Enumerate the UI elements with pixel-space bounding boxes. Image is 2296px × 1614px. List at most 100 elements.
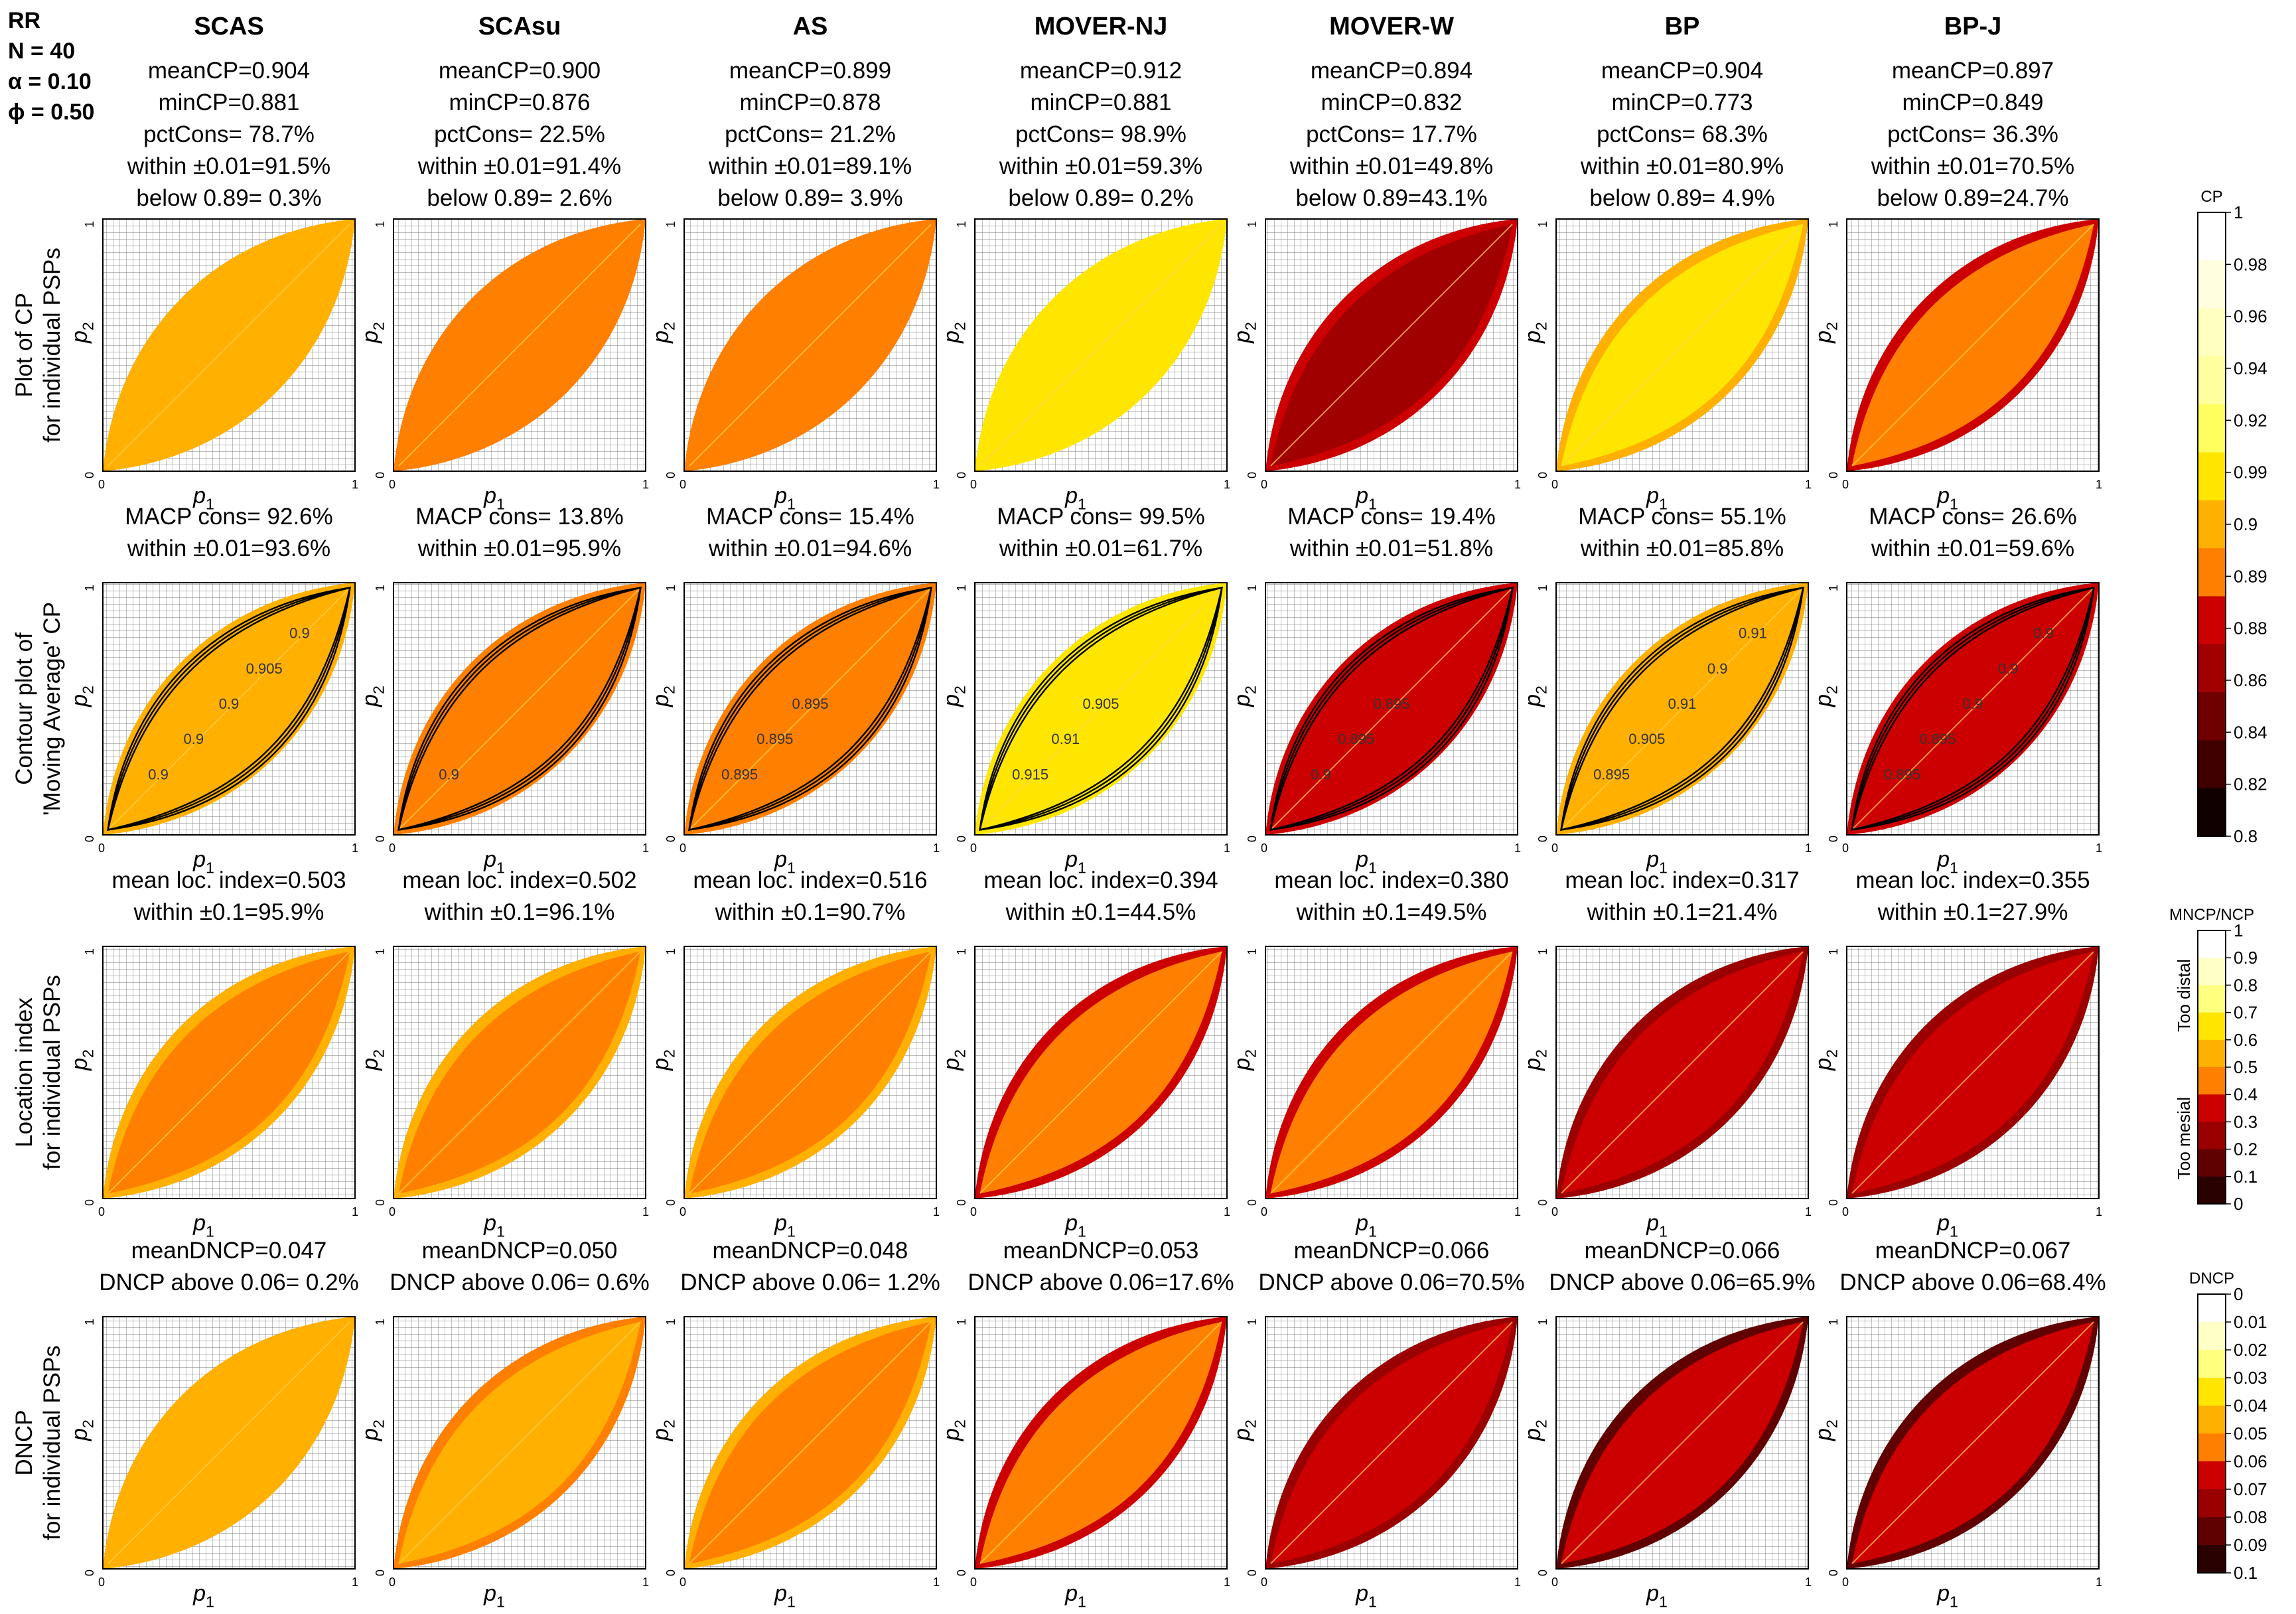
y-axis-label: p2 (1520, 1420, 1550, 1441)
panel-stat-line: pctCons= 17.7% (1306, 121, 1477, 147)
colorbar-tick-label: 0.89 (2234, 566, 2267, 586)
plot-frame (1555, 218, 1809, 472)
x-tick-label: 1 (1805, 478, 1812, 491)
contour-lines: 0.895 0.895 0.895 (688, 586, 933, 831)
colorbar-tick-label: 0.01 (2234, 1312, 2267, 1332)
panel-r2-as: 0.895 0.895 0.895 0 1 0 1 p1 p2 (648, 582, 940, 877)
diagonal-line (689, 951, 932, 1194)
colorbar-swatch (2198, 1294, 2226, 1323)
x-axis-label: p1 (1064, 1210, 1086, 1240)
contour-line (1851, 586, 2096, 831)
panel-stat-line: pctCons= 21.2% (725, 121, 896, 147)
plot-frame (393, 218, 646, 472)
panel-stat-line: meanCP=0.897 (1892, 58, 2054, 84)
panel-stat-line: below 0.89= 0.3% (136, 185, 321, 211)
diagonal-line (398, 587, 641, 830)
x-tick-label: 0 (389, 842, 395, 855)
x-axis-label: p1 (1936, 483, 1958, 513)
contour-lines: 0.895 0.905 0.91 0.9 0.91 (1560, 586, 1805, 831)
plot-frame (974, 582, 1228, 836)
x-tick-label: 1 (1805, 842, 1812, 855)
x-tick-label: 0 (680, 1205, 686, 1218)
x-tick-label: 1 (1514, 1576, 1521, 1589)
panel-stat-line: within ±0.01=85.8% (1580, 536, 1784, 561)
panel-stat-line: mean loc. index=0.380 (1274, 867, 1508, 893)
colorbar-tick-label: 1 (2234, 202, 2243, 222)
contour-label: 0.9 (1963, 696, 1983, 712)
colorbar-tick-label: 0.09 (2234, 1535, 2267, 1555)
colorbar-swatch (2198, 1067, 2226, 1095)
panel-stat-line: pctCons= 68.3% (1597, 121, 1768, 147)
x-tick-label: 1 (352, 1576, 358, 1589)
y-tick-label: 1 (1246, 1319, 1259, 1325)
panel-stat-line: meanDNCP=0.047 (131, 1238, 327, 1264)
contour-label: 0.895 (1884, 766, 1920, 782)
y-tick-label: 1 (1536, 1319, 1549, 1325)
y-tick-label: 1 (1536, 585, 1549, 591)
x-tick-label: 0 (970, 1576, 977, 1589)
y-tick-label: 1 (955, 1319, 968, 1325)
y-tick-label: 1 (1536, 221, 1549, 228)
y-axis-label: p2 (1520, 686, 1550, 707)
plot-frame (1265, 582, 1518, 836)
x-tick-label: 1 (1805, 1576, 1812, 1589)
panel-stat-line: mean loc. index=0.503 (111, 867, 346, 893)
x-axis-label: p1 (774, 847, 796, 877)
colorbar-tick-label: 0.96 (2234, 307, 2267, 327)
y-tick-label: 0 (1246, 1199, 1259, 1206)
panel-stat-line: within ±0.01=94.6% (708, 536, 912, 561)
y-tick-label: 1 (83, 585, 96, 591)
y-tick-label: 0 (955, 1199, 968, 1206)
panel-r3-scasu: 0 1 0 1 p1 p2 (358, 946, 649, 1240)
colorbar-swatch (2198, 548, 2226, 597)
panel-stat-line: within ±0.1=96.1% (424, 899, 615, 925)
diagonal-line (1270, 1321, 1513, 1564)
x-axis-label: p1 (483, 483, 505, 513)
x-tick-label: 1 (352, 842, 358, 855)
panel-r1-bp: 0 1 0 1 p1 p2 (1520, 218, 1812, 513)
y-axis-label: p2 (648, 1049, 678, 1071)
plot-frame (393, 946, 646, 1199)
x-axis-label: p1 (1064, 1581, 1086, 1611)
x-tick-label: 0 (1842, 478, 1849, 491)
panel-stat-line: meanCP=0.904 (1601, 58, 1763, 84)
colorbar-tick-label: 0.86 (2234, 670, 2267, 690)
panel-stat-line: minCP=0.849 (1902, 90, 2043, 115)
colorbar-tick-label: 0 (2234, 1194, 2243, 1214)
panel-stat-line: meanCP=0.912 (1020, 58, 1182, 84)
panel-stat-line: minCP=0.881 (158, 90, 299, 115)
x-tick-label: 0 (1551, 1576, 1558, 1589)
x-axis-label: p1 (1355, 1581, 1377, 1611)
param-line: α = 0.10 (8, 69, 92, 94)
contour-line (688, 586, 933, 831)
y-tick-label: 1 (1827, 1319, 1840, 1325)
panel-stat-line: within ±0.01=70.5% (1871, 153, 2074, 179)
diagonal-line (398, 1321, 641, 1564)
panel-stat-line: meanDNCP=0.066 (1294, 1238, 1490, 1264)
panel-stat-line: minCP=0.876 (449, 90, 590, 115)
colorbar-swatch (2198, 1545, 2226, 1574)
panel-stat-line: below 0.89= 2.6% (427, 185, 612, 211)
panel-stat-line: DNCP above 0.06= 0.2% (99, 1270, 358, 1295)
row-label: Location index (11, 997, 37, 1147)
contour-line (107, 586, 352, 831)
x-axis-label: p1 (1936, 847, 1958, 877)
panel-stat-line: within ±0.1=27.9% (1877, 899, 2068, 925)
y-tick-label: 0 (1246, 1570, 1259, 1576)
panel-stat-line: minCP=0.773 (1611, 90, 1753, 115)
x-axis-label: p1 (1355, 483, 1377, 513)
panel-stat-line: mean loc. index=0.317 (1565, 867, 1799, 893)
contour-lines: 0.9 0.895 0.895 (1269, 586, 1514, 831)
method-header: AS (793, 13, 828, 40)
x-tick-label: 1 (933, 478, 940, 491)
y-tick-label: 1 (664, 948, 678, 955)
panel-r3-bp-j: 0 1 0 1 p1 p2 (1811, 946, 2102, 1240)
row-label: for individual PSPs (39, 975, 65, 1170)
panel-stat-line: DNCP above 0.06=70.5% (1258, 1270, 1524, 1295)
y-axis-label: p2 (648, 322, 678, 344)
colorbar-swatch (2198, 1176, 2226, 1205)
panel-r4-mover-w: 0 1 0 1 p1 p2 (1230, 1316, 1521, 1611)
y-tick-label: 0 (1827, 1199, 1840, 1206)
y-tick-label: 0 (1246, 836, 1259, 842)
panel-stat-line: within ±0.01=59.3% (999, 153, 1202, 179)
